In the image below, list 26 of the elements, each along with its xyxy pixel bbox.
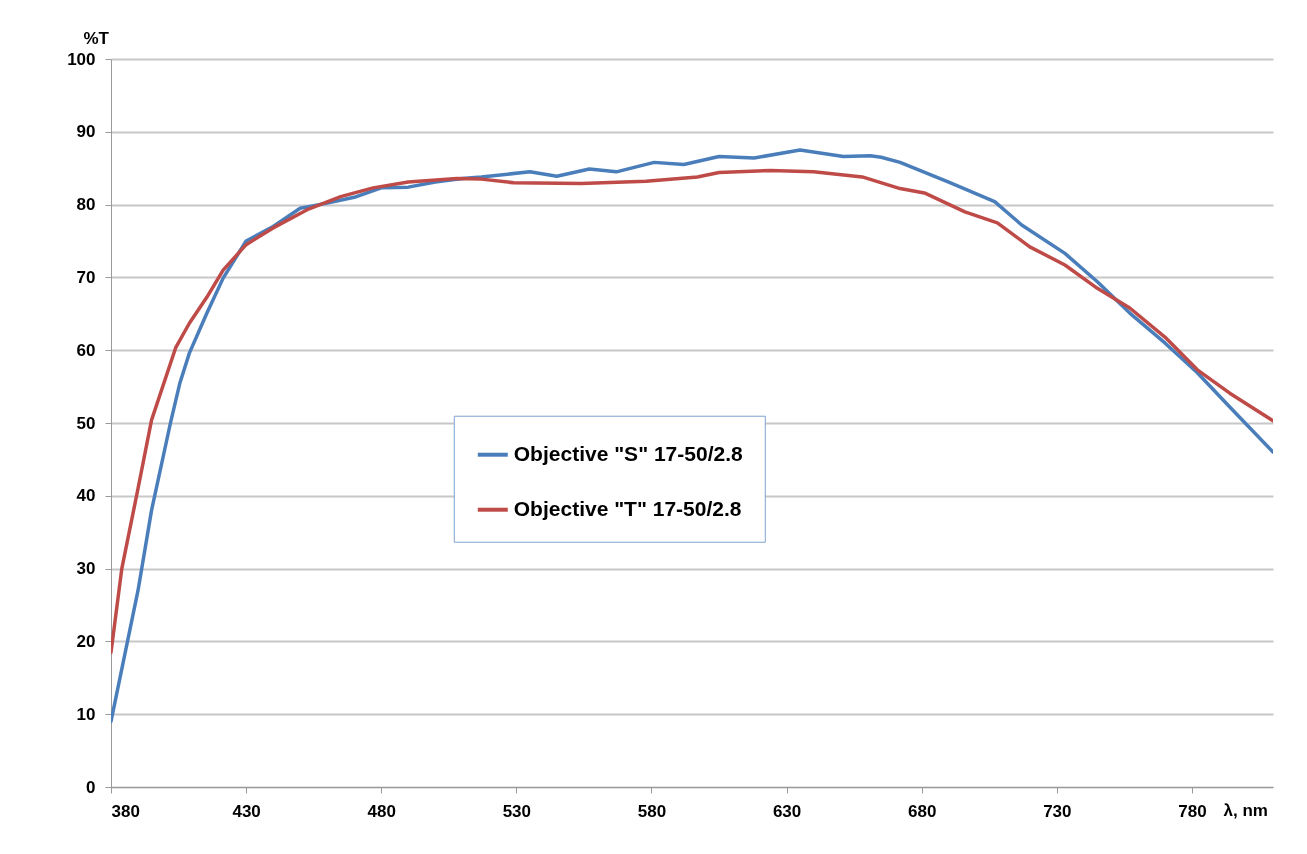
x-tick-label: 530 (502, 801, 532, 821)
y-tick-label: 10 (76, 704, 96, 724)
x-tick-label: 430 (232, 801, 261, 821)
x-tick-label: 630 (772, 801, 802, 821)
legend-label: Objective "T" 17-50/2.8 (513, 496, 742, 520)
x-tick-label: 780 (1178, 801, 1207, 821)
y-tick-label: 100 (67, 49, 96, 69)
x-axis-title: λ, nm (1223, 800, 1268, 820)
y-tick-label: 20 (76, 631, 96, 651)
y-tick-label: 80 (76, 195, 96, 215)
y-tick-label: 50 (76, 413, 96, 433)
x-tick-label: 480 (367, 801, 396, 821)
x-tick-label: 730 (1043, 801, 1072, 821)
line-series (111, 168, 1273, 655)
x-tick-label: 380 (111, 801, 140, 821)
line-series (111, 148, 1273, 724)
y-tick-label: 30 (76, 559, 96, 579)
legend-label: Objective "S" 17-50/2.8 (513, 441, 743, 465)
y-tick-label: 40 (76, 486, 96, 506)
y-tick-label: 0 (86, 777, 96, 797)
y-tick-label: 90 (76, 122, 96, 142)
y-axis-title: %T (83, 28, 110, 48)
y-tick-label: 60 (76, 340, 96, 360)
x-tick-label: 580 (637, 801, 667, 821)
x-tick-label: 680 (908, 801, 937, 821)
y-tick-label: 70 (76, 267, 96, 287)
